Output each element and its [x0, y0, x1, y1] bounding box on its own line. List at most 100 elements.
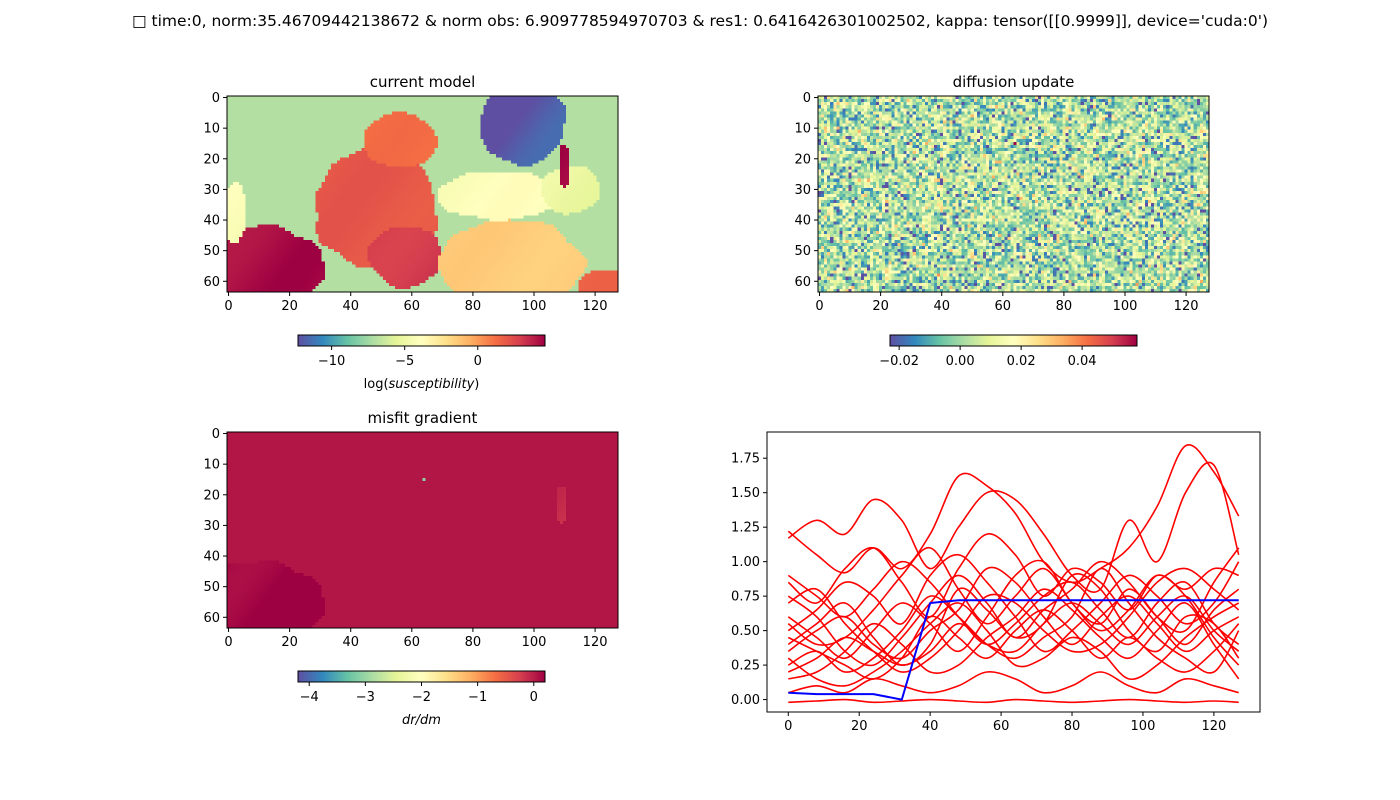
- sample-line: [787, 560, 1240, 646]
- sample-line: [788, 671, 1239, 694]
- sample-line: [787, 553, 1240, 653]
- y-tick-label: 60: [203, 275, 220, 290]
- y-tick-label: 50: [203, 244, 220, 259]
- y-tick-label: 0.50: [731, 624, 760, 639]
- x-tick-label: 60: [404, 299, 421, 314]
- y-tick-label: 40: [203, 214, 220, 229]
- sample-line: [788, 698, 1239, 704]
- colorbar-label: log(susceptibility): [364, 377, 480, 392]
- colorbar-tick-label: 0.04: [1068, 354, 1097, 369]
- diffusion-update-panel: diffusion update 0 20 40 60 80 100 120 0 10 20 30 40…: [794, 73, 1210, 369]
- axes-title: diffusion update: [953, 73, 1075, 91]
- plot-area: [767, 432, 1260, 712]
- sample-line: [787, 559, 1240, 660]
- axes-frame: [817, 95, 1210, 293]
- figure-suptitle: □ time:0, norm:35.46709442138672 & norm …: [131, 12, 1269, 30]
- y-tick-label: 1.50: [731, 486, 760, 501]
- y-tick-label: 10: [203, 122, 220, 137]
- axes-title: current model: [370, 73, 476, 91]
- colorbar-tick-label: 0.02: [1007, 354, 1036, 369]
- y-tick-label: 0.25: [731, 659, 760, 674]
- y-tick-label: 60: [203, 611, 220, 626]
- x-tick-label: 80: [1056, 299, 1073, 314]
- colorbar-label: dr/dm: [402, 713, 441, 728]
- y-tick-label: 0: [803, 91, 811, 106]
- x-tick-label: 40: [342, 299, 359, 314]
- y-tick-label: 20: [203, 152, 220, 167]
- sample-line: [787, 567, 1240, 673]
- colorbar-tick-label: −2: [412, 690, 431, 705]
- x-tick-label: 20: [281, 299, 298, 314]
- sample-line: [787, 566, 1240, 660]
- x-tick-label: 120: [583, 299, 608, 314]
- x-tick-label: 40: [342, 635, 359, 650]
- colorbar-tick-label: 0.00: [946, 354, 975, 369]
- y-tick-label: 0.75: [731, 590, 760, 605]
- y-tick-label: 30: [203, 183, 220, 198]
- colorbar-tick-label: −5: [395, 354, 414, 369]
- colorbar-label-part: ): [474, 377, 479, 392]
- y-tick-label: 30: [203, 519, 220, 534]
- heatmap-image: [818, 96, 1209, 292]
- colorbar-tick-label: 0: [474, 354, 482, 369]
- profiles-line-panel: 0 20 40 60 80 100 120 0.00 0.25 0.50 0.75 1.00 1.25 1…: [731, 431, 1261, 734]
- current-model-panel: current model 0 20 40 60 80 100 120 0 10 20 30 40 50 6…: [203, 73, 619, 392]
- heatmap-image: [227, 432, 618, 628]
- y-tick-label: 30: [794, 183, 811, 198]
- y-tick-label: 20: [203, 488, 220, 503]
- y-tick-label: 10: [794, 122, 811, 137]
- sample-line: [787, 444, 1240, 584]
- x-tick-label: 0: [224, 299, 232, 314]
- sample-line: [787, 547, 1240, 667]
- x-tick-label: 120: [583, 635, 608, 650]
- reference-line: [788, 599, 1239, 701]
- y-tick-label: 1.25: [731, 521, 760, 536]
- x-tick-label: 80: [465, 299, 482, 314]
- y-tick-label: 20: [794, 152, 811, 167]
- colorbar-tick-label: −3: [356, 690, 375, 705]
- x-tick-label: 0: [815, 299, 823, 314]
- x-tick-label: 80: [465, 635, 482, 650]
- x-tick-label: 20: [872, 299, 889, 314]
- colorbar-tick-label: 0: [530, 690, 538, 705]
- heatmap-image: [227, 96, 618, 292]
- x-tick-label: 40: [933, 299, 950, 314]
- y-tick-label: 50: [794, 244, 811, 259]
- y-tick-label: 50: [203, 580, 220, 595]
- x-tick-label: 60: [993, 719, 1010, 734]
- x-tick-label: 60: [995, 299, 1012, 314]
- y-tick-label: 0: [212, 427, 220, 442]
- y-tick-label: 10: [203, 458, 220, 473]
- y-tick-label: 60: [794, 275, 811, 290]
- y-tick-label: 0.00: [731, 693, 760, 708]
- colorbar: [297, 334, 546, 347]
- axes-title: misfit gradient: [368, 409, 478, 427]
- y-tick-label: 40: [203, 550, 220, 565]
- x-tick-label: 100: [1131, 719, 1156, 734]
- x-tick-label: 100: [1113, 299, 1138, 314]
- x-tick-label: 100: [522, 299, 547, 314]
- series-group: [787, 444, 1240, 704]
- x-tick-label: 40: [922, 719, 939, 734]
- misfit-gradient-panel: misfit gradient 0 20 40 60 80 100 120 0 10 20 30 40 5…: [203, 409, 619, 728]
- x-tick-label: 120: [1201, 719, 1226, 734]
- colorbar-tick-label: −10: [318, 354, 345, 369]
- colorbar-label-part: log(: [364, 377, 389, 392]
- x-tick-label: 120: [1174, 299, 1199, 314]
- sample-line: [787, 461, 1240, 594]
- sample-line: [787, 595, 1240, 673]
- y-tick-label: 1.75: [731, 452, 760, 467]
- x-tick-label: 100: [522, 635, 547, 650]
- y-tick-label: 0: [212, 91, 220, 106]
- x-tick-label: 0: [224, 635, 232, 650]
- colorbar-tick-label: −1: [468, 690, 487, 705]
- colorbar-tick-label: −0.02: [879, 354, 919, 369]
- sample-line: [787, 609, 1240, 680]
- x-tick-label: 80: [1064, 719, 1081, 734]
- colorbar: [889, 334, 1138, 347]
- y-tick-label: 1.00: [731, 555, 760, 570]
- x-tick-label: 0: [784, 719, 792, 734]
- x-tick-label: 60: [404, 635, 421, 650]
- axes-frame: [226, 431, 619, 629]
- colorbar: [297, 670, 546, 683]
